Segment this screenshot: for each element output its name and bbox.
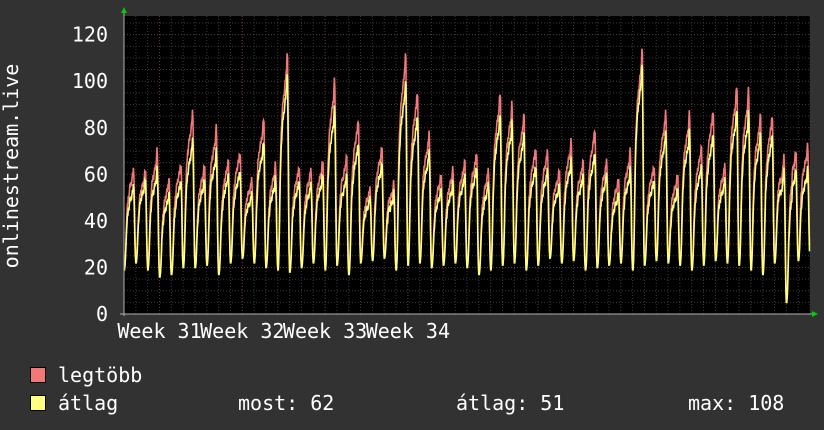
legend-swatch-avg (30, 395, 46, 411)
legend-label-max: legtöbb (58, 363, 143, 387)
y-tick-label: 40 (84, 209, 108, 233)
x-tick-label: Week 33 (283, 319, 367, 343)
y-tick-label: 100 (72, 69, 108, 93)
y-tick-labels: 0 20 40 60 80 100 120 (72, 23, 108, 326)
legend-swatch-max (30, 367, 46, 383)
x-tick-label: Week 34 (366, 319, 450, 343)
series-line-avg (123, 64, 811, 304)
x-axis-arrow (812, 311, 818, 317)
y-axis-label: onlinestream.live (0, 64, 23, 269)
y-tick-label: 60 (84, 162, 108, 186)
y-tick-label: 0 (96, 302, 108, 326)
stat-most: most: 62 (238, 391, 335, 415)
stat-max: max: 108 (688, 391, 785, 415)
x-tick-label: Week 31 (117, 319, 201, 343)
stat-atlag: átlag: 51 (456, 391, 565, 415)
legend-row-avg: átlag most: 62 átlag: 51 max: 108 (0, 391, 824, 415)
legend-row-max: legtöbb (0, 363, 824, 387)
legend-label-avg: átlag (58, 391, 119, 415)
x-tick-label: Week 32 (200, 319, 284, 343)
series-layer (123, 48, 811, 304)
y-tick-label: 20 (84, 255, 108, 279)
y-tick-label: 120 (72, 23, 108, 47)
y-tick-label: 80 (84, 116, 108, 140)
y-axis-arrow (121, 7, 127, 13)
